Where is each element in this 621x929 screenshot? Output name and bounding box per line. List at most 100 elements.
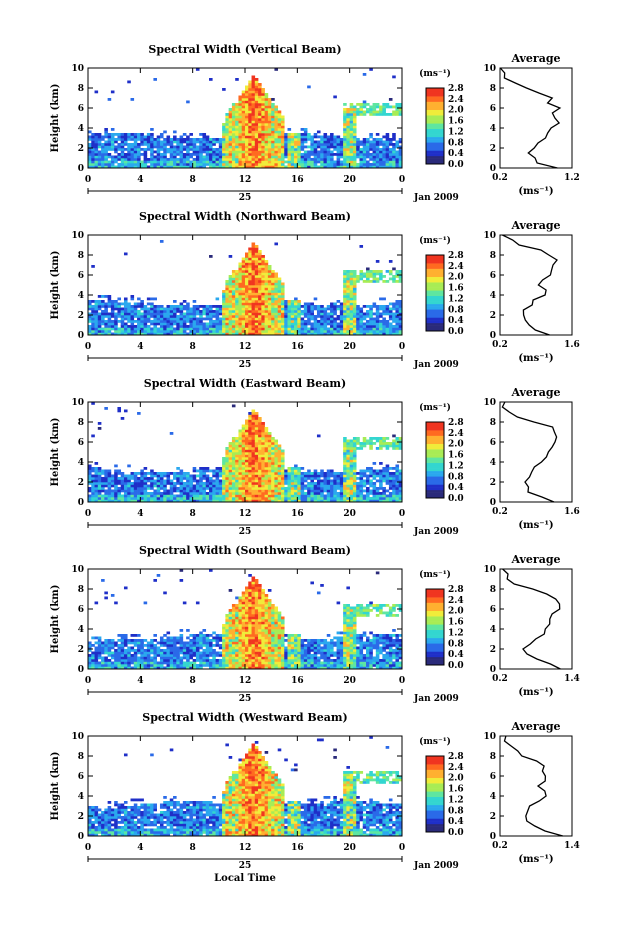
heatmap-cell [307, 310, 311, 313]
heatmap-cell [366, 499, 370, 503]
heatmap-cell [94, 310, 99, 313]
heatmap-cell [352, 454, 357, 458]
heatmap-cell [169, 472, 174, 475]
heatmap-cell [231, 275, 236, 278]
heatmap-cell [114, 499, 118, 503]
heatmap-cell [277, 130, 282, 134]
heatmap-cell [235, 307, 239, 311]
heatmap-cell [352, 155, 357, 159]
heatmap-cell [310, 497, 314, 500]
heatmap-cell [349, 153, 354, 156]
heatmap-cell [261, 138, 265, 141]
heatmap-cell [290, 133, 295, 136]
heatmap-cell [231, 143, 236, 146]
heatmap-cell [375, 474, 380, 478]
heatmap-cell [228, 145, 233, 149]
heatmap-cell [267, 158, 272, 161]
heatmap-cell [222, 297, 226, 301]
heatmap-cell [267, 312, 272, 316]
heatmap-cell [117, 497, 122, 500]
heatmap-cell [212, 499, 216, 503]
heatmap-cell [137, 153, 141, 156]
heatmap-cell [94, 497, 99, 500]
heatmap-cell [379, 305, 383, 308]
heatmap-cell [294, 143, 298, 146]
heatmap-cell [303, 145, 308, 149]
heatmap-cell [117, 155, 122, 159]
heatmap-cell [264, 130, 269, 134]
heatmap-cell [251, 290, 256, 293]
heatmap-cell [326, 474, 331, 478]
heatmap-cell [284, 492, 288, 495]
heatmap-cell [248, 330, 252, 333]
heatmap-cell [166, 494, 171, 498]
heatmap-cell [231, 145, 236, 149]
heatmap-cell [140, 472, 144, 475]
heatmap-cell [264, 469, 269, 473]
heatmap-cell [91, 265, 95, 268]
heatmap-cell [150, 497, 154, 500]
heatmap-cell [392, 467, 396, 470]
heatmap-cell [395, 497, 400, 500]
heatmap-cell [258, 464, 262, 468]
heatmap-cell [271, 474, 275, 478]
heatmap-cell [349, 332, 354, 336]
heatmap-cell [330, 155, 334, 159]
heatmap-cell [140, 474, 144, 478]
heatmap-cell [359, 105, 364, 109]
heatmap-cell [382, 165, 386, 169]
heatmap-cell [264, 312, 269, 316]
heatmap-cell [339, 327, 344, 331]
heatmap-cell [88, 130, 92, 134]
heatmap-cell [117, 135, 122, 139]
heatmap-cell [261, 133, 265, 136]
heatmap-cell [284, 138, 288, 141]
heatmap-cell [91, 155, 95, 159]
heatmap-cell [169, 432, 174, 435]
heatmap-cell [88, 160, 92, 164]
heatmap-cell [107, 484, 112, 488]
heatmap-cell [133, 320, 138, 323]
heatmap-cell [267, 482, 272, 485]
heatmap-cell [271, 133, 275, 136]
heatmap-cell [382, 477, 386, 480]
heatmap-cell [313, 472, 318, 475]
heatmap-cell [284, 160, 288, 164]
heatmap-cell [163, 138, 167, 141]
heatmap-cell [218, 332, 223, 336]
heatmap-cell [349, 295, 354, 298]
heatmap-cell [117, 320, 122, 323]
heatmap-cell [222, 325, 226, 328]
heatmap-cell [398, 447, 403, 450]
heatmap-cell [182, 322, 187, 326]
heatmap-cell [153, 320, 157, 323]
heatmap-cell [258, 250, 262, 253]
heatmap-cell [330, 317, 334, 321]
heatmap-cell [290, 492, 295, 495]
heatmap-cell [186, 148, 190, 151]
heatmap-cell [258, 165, 262, 169]
heatmap-cell [107, 479, 112, 483]
heatmap-cell [323, 497, 328, 500]
heatmap-cell [346, 292, 350, 296]
heatmap-cell [372, 437, 377, 440]
heatmap-cell [130, 297, 135, 301]
colorbar-segment [426, 257, 444, 261]
heatmap-cell [225, 447, 229, 450]
heatmap-cell [241, 128, 246, 131]
heatmap-cell [352, 143, 357, 146]
heatmap-cell [297, 310, 301, 313]
heatmap-cell [251, 138, 256, 141]
heatmap-cell [186, 163, 190, 166]
heatmap-cell [94, 312, 99, 316]
heatmap-cell [173, 300, 177, 303]
heatmap-cell [215, 325, 220, 328]
heatmap-cell [222, 160, 226, 164]
heatmap-cell [114, 302, 118, 306]
heatmap-cell [241, 267, 246, 271]
heatmap-cell [343, 317, 347, 321]
heatmap-cell [241, 462, 246, 465]
heatmap-cell [261, 472, 265, 475]
heatmap-cell [261, 479, 265, 483]
heatmap-cell [241, 429, 246, 433]
